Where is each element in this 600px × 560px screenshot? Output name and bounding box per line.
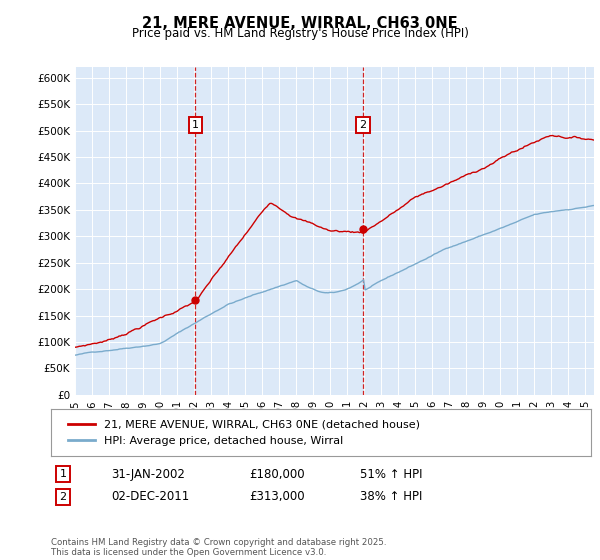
Text: Contains HM Land Registry data © Crown copyright and database right 2025.
This d: Contains HM Land Registry data © Crown c…: [51, 538, 386, 557]
Text: 31-JAN-2002: 31-JAN-2002: [111, 468, 185, 481]
Text: Price paid vs. HM Land Registry's House Price Index (HPI): Price paid vs. HM Land Registry's House …: [131, 27, 469, 40]
Text: 2: 2: [359, 120, 367, 130]
Text: 21, MERE AVENUE, WIRRAL, CH63 0NE: 21, MERE AVENUE, WIRRAL, CH63 0NE: [142, 16, 458, 31]
Text: 51% ↑ HPI: 51% ↑ HPI: [360, 468, 422, 481]
Text: £180,000: £180,000: [249, 468, 305, 481]
Text: 02-DEC-2011: 02-DEC-2011: [111, 490, 189, 503]
Text: 1: 1: [192, 120, 199, 130]
Text: 2: 2: [59, 492, 67, 502]
Text: £313,000: £313,000: [249, 490, 305, 503]
Text: 1: 1: [59, 469, 67, 479]
Text: 38% ↑ HPI: 38% ↑ HPI: [360, 490, 422, 503]
Legend: 21, MERE AVENUE, WIRRAL, CH63 0NE (detached house), HPI: Average price, detached: 21, MERE AVENUE, WIRRAL, CH63 0NE (detac…: [62, 414, 426, 451]
